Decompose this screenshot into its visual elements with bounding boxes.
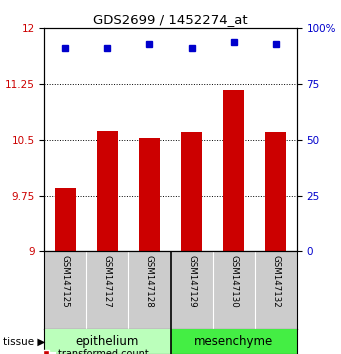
Text: GSM147127: GSM147127 <box>103 255 112 308</box>
Text: GSM147129: GSM147129 <box>187 255 196 308</box>
Title: GDS2699 / 1452274_at: GDS2699 / 1452274_at <box>93 13 248 26</box>
Text: GSM147128: GSM147128 <box>145 255 154 308</box>
Bar <box>265 132 286 251</box>
Text: epithelium: epithelium <box>76 335 139 348</box>
Bar <box>44 329 170 354</box>
Bar <box>223 90 244 251</box>
Bar <box>170 329 297 354</box>
Bar <box>181 132 202 251</box>
Text: tissue ▶: tissue ▶ <box>3 337 46 347</box>
Text: mesenchyme: mesenchyme <box>194 335 273 348</box>
Bar <box>139 138 160 251</box>
Legend: transformed count, percentile rank within the sample: transformed count, percentile rank withi… <box>32 345 227 354</box>
Text: GSM147125: GSM147125 <box>61 255 70 308</box>
Bar <box>97 131 118 251</box>
Text: GSM147130: GSM147130 <box>229 255 238 308</box>
Bar <box>55 188 76 251</box>
Text: GSM147132: GSM147132 <box>271 255 280 308</box>
